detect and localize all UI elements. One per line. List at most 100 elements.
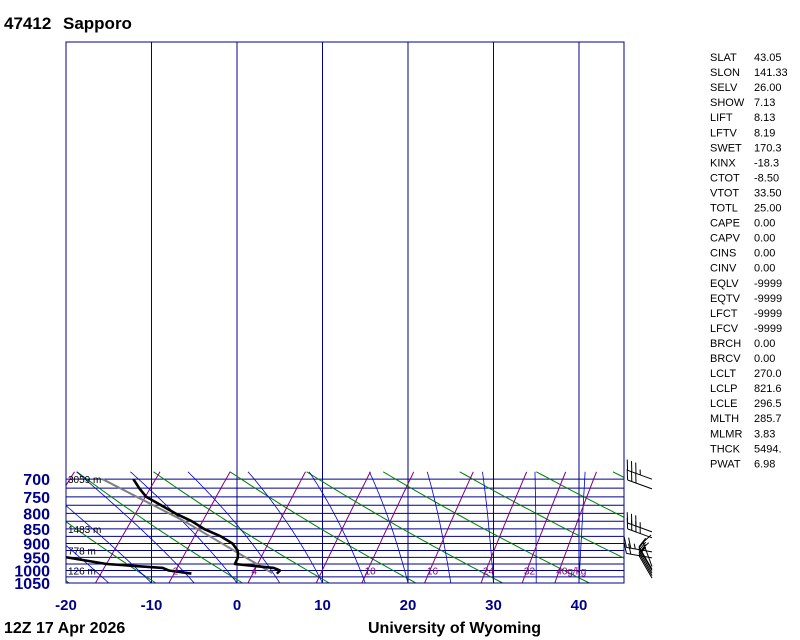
index-value: 8.19 (754, 127, 775, 139)
index-name: VTOT (710, 188, 739, 200)
moist-adiabat (308, 471, 366, 583)
index-value: 0.00 (754, 233, 775, 245)
moist-adiabat (66, 505, 152, 583)
dry-adiabat (66, 521, 157, 583)
index-value: 25.00 (754, 203, 782, 215)
dewpoint-line (66, 555, 192, 575)
temperature-tick-label: 20 (400, 597, 417, 614)
credit: University of Wyoming (368, 620, 541, 637)
index-name: BRCV (710, 353, 741, 365)
index-name: SHOW (710, 97, 745, 109)
dry-adiabat (459, 471, 624, 559)
pressure-tick-label: 850 (23, 522, 50, 539)
index-name: SLON (710, 67, 740, 79)
wind-barb (626, 459, 653, 480)
wind-barb (626, 512, 653, 533)
pressure-tick-label: 800 (23, 506, 50, 523)
moist-adiabat (368, 471, 409, 583)
temperature-tick-label: -10 (141, 597, 163, 614)
pressure-tick-label: 700 (23, 472, 50, 489)
index-name: SLAT (710, 52, 737, 64)
index-value: 0.00 (754, 218, 775, 230)
mixing-ratio-line (424, 471, 474, 583)
mixing-ratio-line (247, 471, 306, 583)
mixing-ratio-line (554, 471, 597, 583)
index-name: SWET (710, 142, 742, 154)
index-value: 0.00 (754, 248, 775, 260)
index-name: THCK (710, 443, 741, 455)
index-value: 8.13 (754, 112, 775, 124)
index-name: LFCV (710, 323, 739, 335)
dry-adiabat (536, 471, 624, 518)
pressure-tick-label: 900 (23, 537, 50, 554)
moist-adiabat (76, 471, 195, 583)
dry-adiabat (690, 472, 800, 586)
index-name: MLTH (710, 413, 739, 425)
index-name: LIFT (710, 112, 733, 124)
index-name: EQTV (710, 293, 741, 305)
temperature-line (132, 478, 282, 575)
index-value: 821.6 (754, 383, 782, 395)
index-value: 0.00 (754, 338, 775, 350)
index-value: 7.13 (754, 97, 775, 109)
index-name: KINX (710, 157, 736, 169)
index-value: 296.5 (754, 398, 782, 410)
temperature-tick-label: 10 (314, 597, 331, 614)
index-name: LCLE (710, 398, 738, 410)
mixing-ratio-label: 10 (365, 567, 377, 578)
index-name: TOTL (710, 203, 738, 215)
dry-adiabats (66, 471, 800, 586)
index-value: 26.00 (754, 82, 782, 94)
moist-adiabats (66, 471, 586, 583)
wind-barb (638, 544, 653, 576)
mixing-ratio-label: 24 (483, 567, 495, 578)
index-value: -9999 (754, 293, 782, 305)
dry-adiabat (612, 471, 624, 479)
index-value: 5494. (754, 443, 782, 455)
wind-barb (626, 518, 653, 539)
index-name: BRCH (710, 338, 741, 350)
mixing-ratio-line (315, 471, 371, 583)
index-value: 170.3 (754, 142, 782, 154)
index-name: EQLV (710, 278, 739, 290)
mixing-ratio-lines (66, 471, 597, 583)
index-value: 6.98 (754, 458, 775, 470)
gridlines (66, 42, 624, 583)
moist-adiabat (130, 471, 238, 583)
mixing-ratio-line (361, 471, 415, 583)
temperature-tick-label: 0 (233, 597, 241, 614)
height-label: 126 m (68, 567, 96, 578)
wind-barb (638, 541, 653, 574)
index-value: 43.05 (754, 52, 782, 64)
index-name: PWAT (710, 458, 741, 470)
sounding-profiles (66, 478, 282, 575)
index-value: -9999 (754, 278, 782, 290)
temperature-tick-label: 30 (485, 597, 502, 614)
moist-adiabat (578, 471, 586, 583)
parcel-path-line (102, 478, 273, 574)
index-name: CINS (710, 248, 736, 260)
height-labels: 3059 m 1483 m 778 m 126 m (68, 475, 101, 577)
index-value: -9999 (754, 308, 782, 320)
pressure-tick-label: 1050 (14, 576, 50, 593)
moist-adiabat (482, 471, 494, 583)
height-label: 1483 m (68, 525, 101, 536)
dry-adiabat (306, 471, 504, 583)
index-value: 3.83 (754, 428, 775, 440)
index-value: -8.50 (754, 172, 779, 184)
mixing-ratio-label: 32 (524, 567, 536, 578)
index-name: LFTV (710, 127, 738, 139)
index-value: 0.00 (754, 353, 775, 365)
index-value: -9999 (754, 323, 782, 335)
index-value: -18.3 (754, 157, 779, 169)
index-name: CAPE (710, 218, 740, 230)
mixing-ratio-label: 2 (173, 567, 179, 578)
temperature-axis: -20 -10 0 10 20 30 40 (55, 597, 587, 614)
dry-adiabat (766, 472, 800, 586)
station-indices: SLAT 43.05 SLON 141.33 SELV 26.00 SHOW 7.13 LIFT… (710, 52, 788, 470)
temperature-tick-label: -20 (55, 597, 77, 614)
mixing-ratio-label: 16 (427, 567, 439, 578)
pressure-tick-label: 1000 (14, 564, 50, 581)
dry-adiabat (382, 471, 591, 583)
